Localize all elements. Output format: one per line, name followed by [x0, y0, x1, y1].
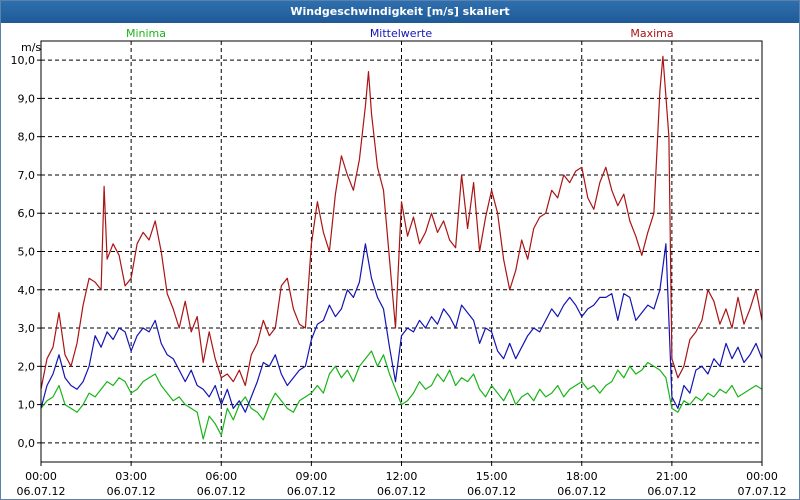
- series-line-maxima: [40, 55, 763, 390]
- x-tick-date: 06.07.12: [17, 485, 66, 498]
- x-tick-time: 00:00: [746, 470, 778, 483]
- x-tick-time: 06:00: [205, 470, 237, 483]
- x-tick-time: 15:00: [476, 470, 508, 483]
- x-tick-time: 12:00: [386, 470, 418, 483]
- y-tick-label: 8,0: [18, 131, 36, 144]
- x-tick-date: 06.07.12: [287, 485, 336, 498]
- tick-labels: 0,0 1,0 2,0 3,0 4,0 5,0 6,0 7,0 8,0 9,0 10,0 00:00 0…: [11, 54, 787, 498]
- series-line-minima: [40, 350, 763, 440]
- series-lines: [40, 55, 763, 440]
- y-tick-label: 6,0: [18, 207, 36, 220]
- y-tick-label: 5,0: [18, 246, 36, 259]
- y-tick-label: 2,0: [18, 360, 36, 373]
- y-tick-label: 7,0: [18, 169, 36, 182]
- x-tick-date: 06.07.12: [557, 485, 606, 498]
- y-axis-label: m/s: [21, 41, 41, 54]
- grid: [41, 41, 762, 462]
- legend-minima: Minima: [126, 27, 166, 40]
- y-tick-label: 3,0: [18, 322, 36, 335]
- x-tick-date: 06.07.12: [377, 485, 426, 498]
- chart-title: Windgeschwindigkeit [m/s] skaliert: [1, 1, 799, 23]
- y-tick-label: 4,0: [18, 284, 36, 297]
- plot-border: [40, 40, 763, 463]
- legend: Minima Mittelwerte Maxima: [126, 27, 674, 40]
- x-tick-date: 07.07.12: [738, 485, 787, 498]
- x-tick-date: 06.07.12: [107, 485, 156, 498]
- x-tick-time: 03:00: [115, 470, 147, 483]
- x-tick-time: 18:00: [566, 470, 598, 483]
- x-tick-date: 06.07.12: [467, 485, 516, 498]
- x-tick-time: 21:00: [656, 470, 688, 483]
- x-tick-time: 09:00: [296, 470, 328, 483]
- x-tick-date: 06.07.12: [197, 485, 246, 498]
- series-line-mittelwerte: [40, 243, 763, 413]
- legend-maxima: Maxima: [630, 27, 673, 40]
- y-tick-label: 9,0: [18, 92, 36, 105]
- y-tick-label: 10,0: [11, 54, 36, 67]
- x-tick-date: 06.07.12: [647, 485, 696, 498]
- x-tick-time: 00:00: [25, 470, 57, 483]
- legend-mittelwerte: Mittelwerte: [370, 27, 433, 40]
- y-tick-label: 0,0: [18, 437, 36, 450]
- y-tick-label: 1,0: [18, 399, 36, 412]
